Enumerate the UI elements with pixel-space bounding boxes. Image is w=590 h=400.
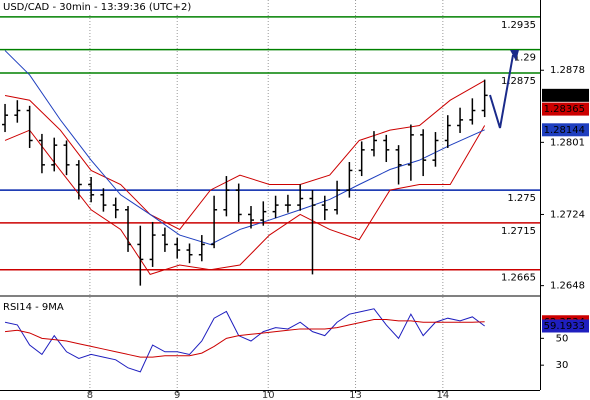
- chart-title: USD/CAD - 30min - 13:39:36 (UTC+2): [3, 2, 191, 13]
- rsi-title: RSI14 - 9MA: [3, 302, 64, 313]
- level-label: 1.29: [514, 53, 536, 64]
- y-tick-label: 50: [556, 333, 569, 344]
- price-box-label: 1.28365: [544, 104, 585, 115]
- price-box: [542, 88, 589, 102]
- price-box-label: 59.1933: [544, 321, 585, 332]
- level-label: 1.2935: [501, 20, 536, 31]
- level-label: 1.2715: [501, 226, 536, 237]
- title-bg: [0, 0, 190, 14]
- y-tick-label: 1.2801: [550, 137, 585, 148]
- x-tick-label: 14: [436, 390, 449, 400]
- projection-arrow-head: [510, 50, 519, 61]
- projection-arrow: [489, 54, 514, 129]
- x-tick-label: 8: [87, 390, 93, 400]
- y-tick-label: 30: [556, 360, 569, 371]
- x-tick-label: 10: [262, 390, 275, 400]
- level-label: 1.2665: [501, 273, 536, 284]
- level-label: 1.275: [507, 193, 536, 204]
- indicator-line: [4, 80, 485, 231]
- price-box: [542, 102, 589, 116]
- price-box: [542, 123, 589, 137]
- price-box-label: 1.28512: [544, 90, 585, 101]
- level-label: 1.2875: [501, 76, 536, 87]
- price-box: [542, 319, 589, 333]
- indicator-line: [4, 50, 485, 245]
- x-tick-label: 13: [349, 390, 362, 400]
- price-box-label: 1.28144: [544, 125, 585, 136]
- rsi-line: [4, 319, 485, 358]
- rsi-line: [4, 308, 485, 373]
- y-tick-label: 1.2648: [550, 281, 585, 292]
- x-tick-label: 9: [174, 390, 180, 400]
- indicator-line: [4, 125, 486, 275]
- y-tick-label: 1.2724: [550, 209, 585, 220]
- y-tick-label: 1.2878: [550, 65, 585, 76]
